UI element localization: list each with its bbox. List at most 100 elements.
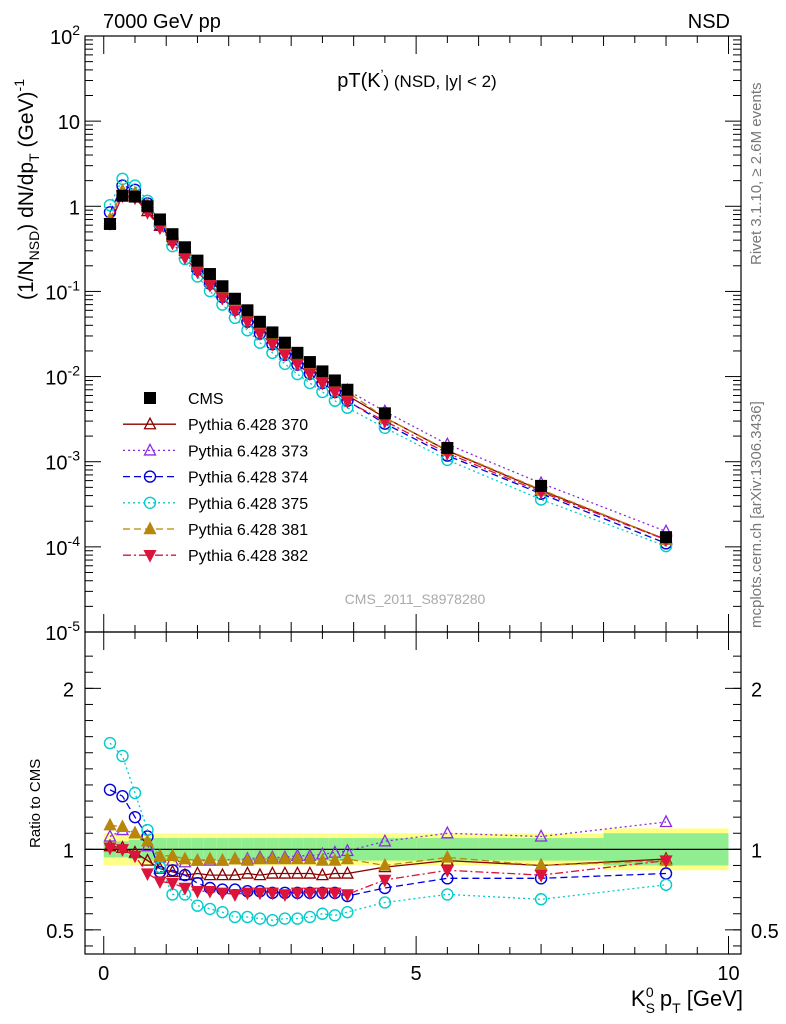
legend-entry: Pythia 6.428 375 [123, 496, 308, 513]
ratio-series-1-point [140, 853, 155, 866]
top-series-3-line [109, 184, 667, 544]
ratio-series-4-point [216, 905, 229, 919]
ratio-series-1-point [190, 866, 205, 879]
top-series-1-line [109, 194, 667, 541]
ratio-series-1-point [203, 867, 217, 881]
legend-marker [143, 521, 157, 535]
cms-data-point [103, 217, 116, 230]
ratio-series-5-point [278, 851, 292, 865]
ratio-series-5-point [328, 853, 342, 866]
ratio-series-5-point [128, 825, 142, 839]
top-series-6-point [315, 377, 329, 391]
top-series-6-point [340, 396, 354, 409]
top-series-6-point [190, 266, 205, 280]
ratio-series-4-point [253, 912, 267, 925]
legend-label: Pythia 6.428 374 [188, 470, 308, 487]
ratio-series-4-point [303, 910, 317, 924]
ratio-series-4-point [441, 888, 454, 901]
cms-data-point [128, 190, 141, 203]
ratio-series-6-point [253, 887, 267, 901]
ratio-series-6-point [328, 887, 342, 901]
ratio-series-1-point [278, 866, 292, 879]
ratio-series-5-point [165, 848, 180, 861]
ratio-series-5-point [215, 853, 230, 866]
ratio-series-6-point [203, 886, 217, 899]
ratio-series-2-point [440, 825, 454, 839]
y-tick-label: 1 [69, 197, 80, 219]
top-series-4-point [116, 172, 129, 186]
ratio-series-5-point [265, 851, 279, 865]
ratio-series-5-point [240, 853, 255, 866]
ratio-series-1-point [228, 867, 242, 881]
ratio-series-2-point [659, 814, 673, 828]
legend-marker [144, 392, 156, 404]
top-panel-frame [84, 35, 742, 633]
top-series-6-point [203, 280, 217, 293]
ratio-series-5-point [290, 851, 304, 865]
legend-entry: Pythia 6.428 374 [123, 470, 308, 487]
cms-data-point [116, 189, 129, 202]
top-series-6-point [303, 368, 317, 382]
ratio-series-2-point [378, 833, 392, 847]
ratio-series-1-point [303, 866, 317, 879]
top-series-4-line [109, 178, 667, 547]
ratio-series-6-point [340, 889, 354, 902]
ratio-series-5-point [153, 848, 167, 861]
legend-marker [143, 442, 157, 456]
ratio-series-4-point [241, 910, 254, 924]
rivet-side-label: Rivet 3.1.10, ≥ 2.6M events [748, 83, 765, 266]
legend-entry: Pythia 6.428 373 [123, 442, 308, 460]
top-axis-ticks: 10-5 10-4 10-3 10-2 10-1 1 10 102 [45, 22, 741, 645]
ratio-tick-label-right: 2 [751, 679, 762, 701]
ratio-series-5-point [115, 819, 130, 832]
ratio-series-6-point [278, 889, 292, 902]
legend-marker [143, 550, 157, 563]
ratio-series-5-point [228, 851, 242, 865]
legend-label: Pythia 6.428 373 [188, 443, 308, 460]
legend-label: Pythia 6.428 382 [188, 548, 308, 565]
cms-data-point [266, 326, 279, 339]
x-tick-label: 10 [717, 963, 739, 985]
legend-entry: CMS [144, 391, 224, 408]
ratio-series-3-point [103, 783, 117, 796]
ratio-series-4-point [103, 736, 117, 750]
ratio-series-5-point [378, 857, 392, 871]
ratio-series-3-point [128, 810, 142, 824]
ratio-series-4-point [328, 909, 342, 922]
y-tick-label: 10-5 [45, 618, 80, 645]
ratio-series-1-point [290, 866, 304, 879]
ratio-series-6-point [265, 887, 279, 901]
ratio-series-1-point [253, 867, 267, 881]
x-tick-label: 0 [98, 963, 109, 985]
top-series-group [103, 172, 673, 553]
ratio-series-5-point [303, 851, 317, 865]
top-series-6-point [290, 358, 304, 372]
ratio-series-5-point [140, 833, 155, 847]
ratio-series-6-point [303, 887, 317, 901]
chart-title: pT(Kʼ) (NSD, |y| < 2) [337, 67, 496, 92]
x-axis-label: KS0 pT [GeV] [631, 984, 743, 1016]
top-series-6-point [265, 339, 279, 352]
ratio-series-4-point [128, 786, 142, 800]
ratio-series-1-point [328, 866, 342, 879]
ratio-series-5-point [340, 851, 354, 865]
cms-data-point [166, 228, 179, 241]
y-tick-label: 10-1 [45, 277, 80, 304]
mcplots-side-label: mcplots.cern.ch [arXiv:1306.3436] [748, 401, 765, 628]
cms-data-point [178, 241, 191, 254]
ratio-tick-label-right: 1 [751, 840, 762, 862]
y-tick-label: 10-3 [45, 448, 80, 475]
top-y-axis-label: (1/NNSD) dN/dpT (GeV)-1 [11, 79, 42, 300]
ratio-series-6-point [315, 887, 329, 901]
ratio-series-3-point [178, 868, 192, 882]
ratio-series-4-point [291, 912, 304, 925]
ratio-series-4-point [341, 905, 354, 919]
ratio-series-1-point [215, 867, 230, 881]
legend-marker [143, 496, 157, 509]
bottom-axis-ticks: 0 5 10 0.5 0.5 1 1 2 2 [46, 632, 779, 985]
top-series-6-point [228, 305, 242, 319]
top-series-6-point [240, 316, 255, 330]
cms-data-point [153, 213, 166, 226]
y-tick-label: 10 [58, 112, 80, 134]
cms-data-point [278, 336, 291, 349]
